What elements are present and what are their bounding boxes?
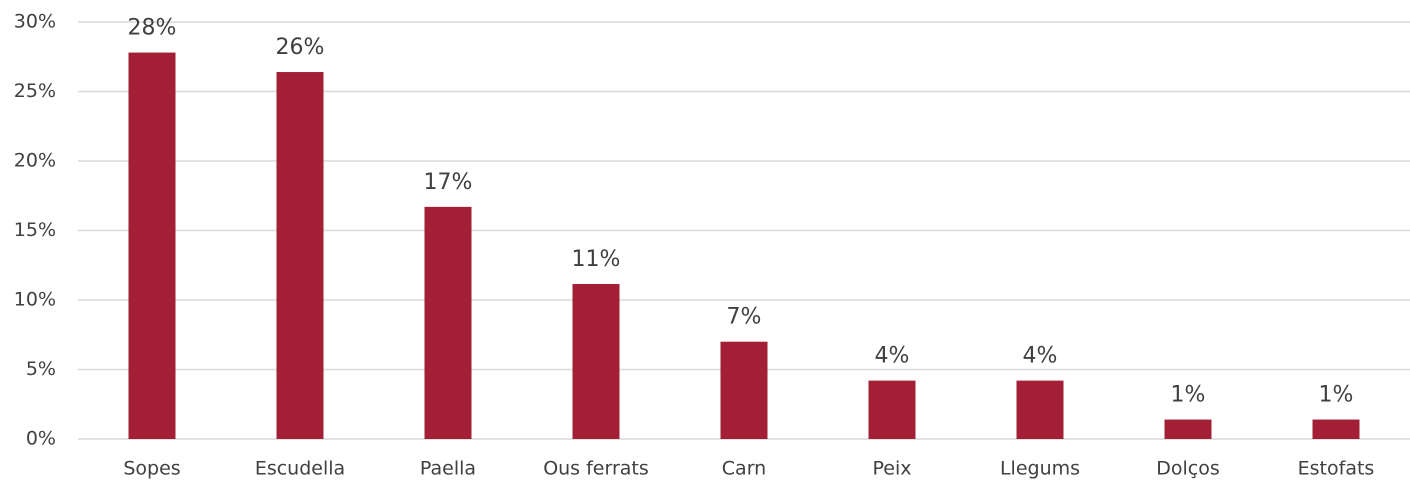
bar	[1312, 419, 1360, 439]
value-label: 4%	[1023, 344, 1058, 369]
bar	[1016, 380, 1064, 439]
value-label: 1%	[1171, 383, 1206, 408]
bar	[128, 52, 176, 440]
x-tick-label: Peix	[873, 458, 912, 480]
value-label: 7%	[727, 305, 762, 330]
bar	[720, 341, 768, 439]
x-tick-label: Carn	[722, 458, 766, 480]
y-tick-label: 25%	[14, 80, 56, 102]
y-tick-label: 20%	[14, 150, 56, 172]
bar	[868, 380, 916, 439]
bar	[276, 72, 324, 439]
x-tick-label: Sopes	[123, 458, 180, 480]
y-tick-label: 10%	[14, 289, 56, 311]
value-label: 28%	[128, 16, 177, 41]
value-label: 4%	[875, 344, 910, 369]
value-label: 26%	[276, 35, 325, 60]
x-tick-label: Dolços	[1156, 458, 1220, 480]
value-label: 17%	[424, 170, 473, 195]
bar	[1164, 419, 1212, 439]
y-tick-label: 0%	[26, 428, 56, 450]
x-tick-label: Llegums	[1000, 458, 1080, 480]
y-tick-label: 30%	[14, 11, 56, 33]
value-label: 1%	[1319, 383, 1354, 408]
x-tick-label: Ous ferrats	[543, 458, 649, 480]
x-tick-label: Estofats	[1298, 458, 1375, 480]
y-tick-label: 15%	[14, 219, 56, 241]
value-label: 11%	[572, 247, 621, 272]
x-tick-label: Paella	[420, 458, 476, 480]
bar	[424, 206, 472, 439]
bar	[572, 284, 620, 439]
y-tick-label: 5%	[26, 358, 56, 380]
x-tick-label: Escudella	[255, 458, 345, 480]
